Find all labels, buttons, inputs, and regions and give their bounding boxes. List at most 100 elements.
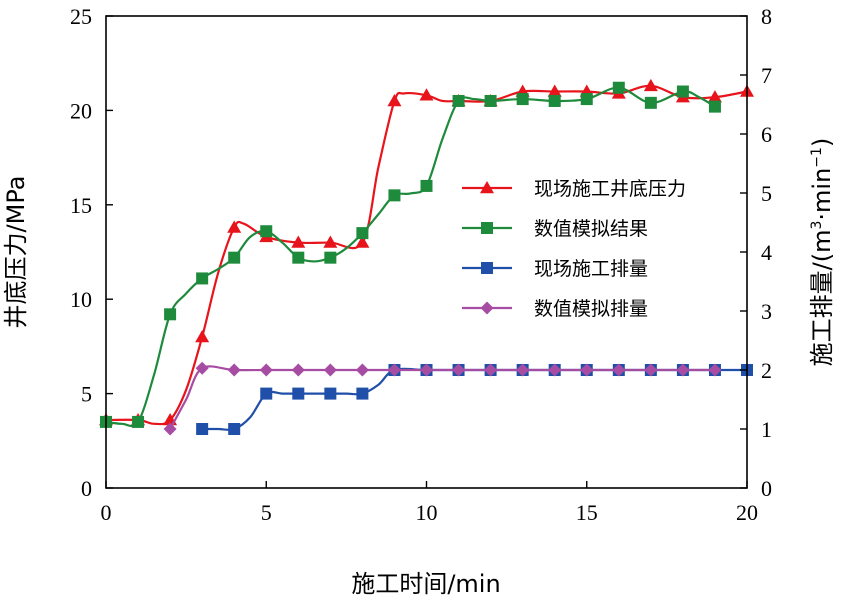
y-left-tick-label: 0 <box>81 476 92 501</box>
legend-swatch-marker <box>480 301 494 315</box>
x-tick-label: 20 <box>736 500 758 525</box>
data-point <box>292 251 305 264</box>
data-point <box>676 85 689 98</box>
data-point <box>196 272 209 285</box>
legend-item: 现场施工井底压力 <box>462 178 686 200</box>
data-point <box>227 363 241 377</box>
y-right-tick-label: 5 <box>761 181 772 206</box>
data-point <box>292 387 305 400</box>
y-axis-right: 0 1 2 3 4 5 6 7 8 <box>740 4 772 501</box>
data-point <box>676 363 690 377</box>
y-left-tick-label: 5 <box>81 382 92 407</box>
data-point <box>387 93 402 107</box>
series-3 <box>196 364 753 435</box>
y-right-tick-label: 7 <box>761 63 772 88</box>
data-point <box>324 251 337 264</box>
data-point <box>164 308 177 321</box>
data-point <box>420 179 433 192</box>
data-point <box>291 235 306 248</box>
x-tick-label: 0 <box>101 500 112 525</box>
data-point <box>707 90 722 103</box>
data-point <box>548 363 562 377</box>
series-4 <box>163 361 722 436</box>
y-left-tick-label: 15 <box>70 193 92 218</box>
series-line <box>169 365 715 430</box>
y-right-tick-label: 4 <box>761 240 772 265</box>
y-axis-right-title-superscript: −1 <box>809 147 825 168</box>
data-point <box>644 96 657 109</box>
data-point <box>228 423 241 435</box>
y-axis-left-title: 井底压力/MPa <box>2 176 30 329</box>
data-point <box>355 363 369 377</box>
y-right-tick-label: 6 <box>761 122 772 147</box>
y-axis-left: 0 5 10 15 20 25 <box>70 4 113 501</box>
data-point <box>708 363 722 377</box>
data-point <box>420 363 433 377</box>
data-point <box>356 227 369 240</box>
data-point <box>324 387 337 400</box>
x-axis: 0 5 10 15 20 <box>101 481 758 525</box>
legend-label: 数值模拟结果 <box>534 218 648 240</box>
y-right-tick-label: 8 <box>761 4 772 29</box>
data-point <box>259 363 273 377</box>
data-point <box>580 363 594 377</box>
legend-item: 数值模拟排量 <box>462 298 648 320</box>
legend-label: 数值模拟排量 <box>534 298 648 320</box>
y-right-tick-label: 2 <box>761 358 772 383</box>
data-point <box>612 363 626 377</box>
data-point <box>260 387 273 400</box>
data-point <box>227 220 242 233</box>
data-point <box>195 329 210 343</box>
y-right-tick-label: 3 <box>761 299 772 324</box>
data-point <box>452 363 466 377</box>
data-point <box>323 235 338 248</box>
y-axis-right-title-superscript: 3 <box>809 221 825 230</box>
data-point <box>484 94 497 107</box>
data-point <box>132 415 145 428</box>
legend-item: 数值模拟结果 <box>462 218 648 240</box>
data-point <box>260 225 273 238</box>
data-point <box>452 94 465 107</box>
legend-swatch-marker <box>481 262 493 274</box>
data-point <box>228 251 241 264</box>
x-axis-title: 施工时间/min <box>351 570 500 598</box>
data-point <box>163 422 177 436</box>
data-point <box>516 93 529 106</box>
plot-series <box>99 78 754 436</box>
data-point <box>516 363 530 377</box>
series-line <box>202 367 747 431</box>
data-point <box>547 84 562 97</box>
x-tick-label: 5 <box>261 500 272 525</box>
legend-swatch-marker <box>480 181 494 194</box>
data-point <box>387 363 401 377</box>
legend-label: 现场施工井底压力 <box>534 178 686 200</box>
data-point <box>323 363 337 377</box>
y-right-tick-label: 1 <box>761 417 772 442</box>
data-point <box>291 363 305 377</box>
y-axis-right-title-part: ) <box>808 138 836 147</box>
data-point <box>612 81 625 94</box>
data-point <box>580 93 593 106</box>
y-axis-right-title: 施工排量/(m3·min−1) <box>808 138 836 367</box>
series-2 <box>100 81 721 428</box>
data-point <box>643 78 658 92</box>
data-point <box>419 88 434 101</box>
legend-item: 现场施工排量 <box>462 258 648 280</box>
data-point <box>484 363 498 377</box>
x-tick-label: 10 <box>416 500 438 525</box>
data-point <box>548 94 561 107</box>
y-axis-right-title-part: ·min <box>808 168 836 221</box>
y-right-tick-label: 0 <box>761 476 772 501</box>
data-point <box>195 361 209 375</box>
data-point <box>708 100 721 113</box>
y-axis-right-title-part: 施工排量/(m <box>808 230 836 367</box>
legend-label: 现场施工排量 <box>534 258 648 280</box>
y-left-tick-label: 10 <box>70 287 92 312</box>
y-left-tick-label: 20 <box>70 98 92 123</box>
y-left-tick-label: 25 <box>70 4 92 29</box>
data-point <box>196 423 209 435</box>
data-point <box>388 189 401 202</box>
x-tick-label: 15 <box>576 500 598 525</box>
